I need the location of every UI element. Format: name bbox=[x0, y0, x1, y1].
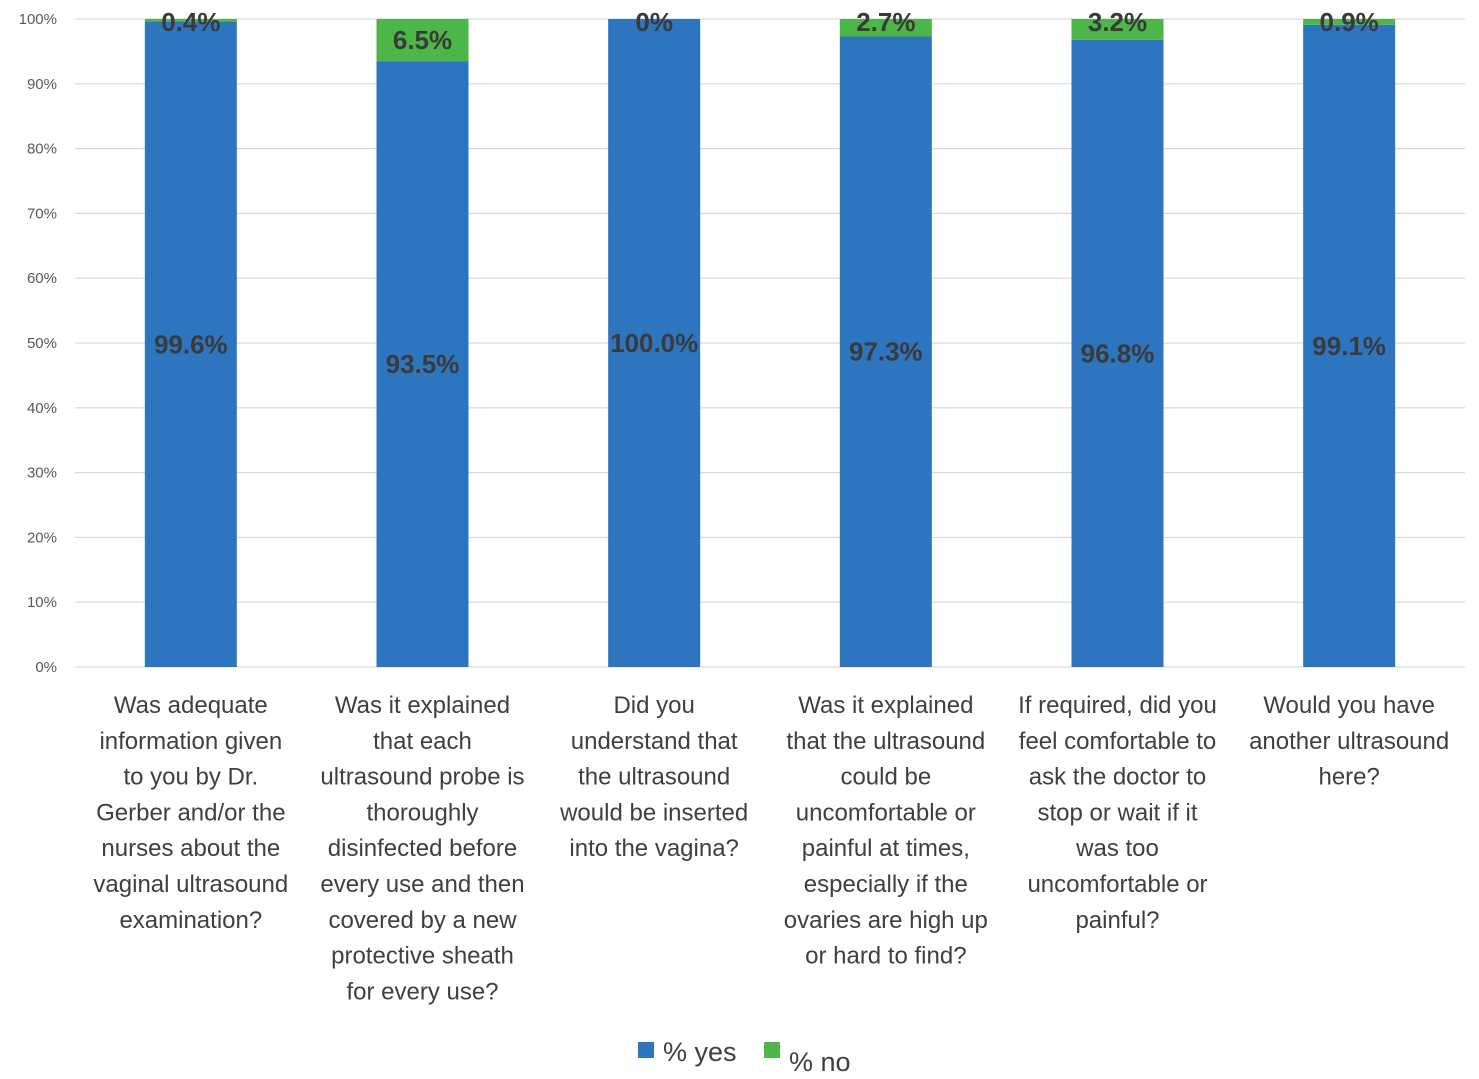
legend-label-yes: % yes bbox=[663, 1037, 737, 1067]
data-label-yes: 97.3% bbox=[849, 337, 923, 367]
category-label: Would you have another ultrasound here? bbox=[1249, 692, 1449, 791]
category-label: Was adequate information given to you by D… bbox=[93, 692, 288, 934]
category-label: If required, did you feel comfortable to a… bbox=[1018, 692, 1217, 934]
gridlines bbox=[75, 18, 1465, 668]
category-label-line: understand that bbox=[571, 728, 738, 755]
category-label-line: Was it explained bbox=[798, 692, 973, 719]
y-tick-label: 70% bbox=[27, 205, 57, 222]
category-label-line: vaginal ultrasound bbox=[93, 871, 288, 898]
bar-data-labels: 99.6% 0.4% 93.5% 6.5% 100.0% 0% 97.3% 2.7% 96.8%… bbox=[154, 7, 1386, 379]
data-label-yes: 99.6% bbox=[154, 329, 228, 359]
category-label-line: ovaries are high up bbox=[784, 907, 988, 934]
category-label-line: painful? bbox=[1075, 907, 1159, 934]
category-label-line: here? bbox=[1318, 764, 1379, 791]
category-label-line: another ultrasound bbox=[1249, 728, 1449, 755]
bar-no bbox=[1071, 19, 1164, 40]
y-tick-label: 20% bbox=[27, 529, 57, 546]
category-label-line: uncomfortable or bbox=[1027, 871, 1207, 898]
category-label-line: protective sheath bbox=[331, 943, 514, 970]
y-tick-label: 40% bbox=[27, 400, 57, 417]
data-label-no: 6.5% bbox=[393, 25, 452, 55]
y-tick-label: 60% bbox=[27, 270, 57, 287]
category-label-line: stop or wait if it bbox=[1037, 799, 1197, 826]
category-label-line: Was adequate bbox=[114, 692, 268, 719]
y-axis-ticks: 0% 10% 20% 30% 40% 50% 60% 70% 80% 90% 100% bbox=[19, 11, 57, 676]
category-label-line: would be inserted bbox=[559, 799, 748, 826]
category-label-line: feel comfortable to bbox=[1019, 728, 1216, 755]
data-label-no: 3.2% bbox=[1088, 7, 1147, 37]
category-label-line: could be bbox=[840, 764, 931, 791]
y-tick-label: 10% bbox=[27, 594, 57, 611]
category-label-line: was too bbox=[1075, 835, 1159, 862]
y-tick-label: 0% bbox=[35, 659, 57, 676]
category-label-line: nurses about the bbox=[101, 835, 280, 862]
y-tick-label: 100% bbox=[19, 11, 57, 28]
data-label-yes: 100.0% bbox=[610, 328, 698, 358]
bar-yes bbox=[839, 36, 932, 668]
category-label: Was it explained that the ultrasound could… bbox=[784, 692, 988, 970]
data-label-yes: 93.5% bbox=[386, 349, 460, 379]
category-label-line: Did you bbox=[613, 692, 694, 719]
category-label-line: into the vagina? bbox=[569, 835, 738, 862]
category-label-line: every use and then bbox=[320, 871, 524, 898]
category-label-line: If required, did you bbox=[1018, 692, 1217, 719]
bars bbox=[144, 19, 1396, 668]
category-label-line: uncomfortable or bbox=[796, 799, 976, 826]
category-label-line: or hard to find? bbox=[805, 943, 966, 970]
category-label-line: examination? bbox=[119, 907, 262, 934]
data-label-no: 2.7% bbox=[856, 7, 915, 37]
bar-yes bbox=[608, 19, 701, 667]
category-label-line: the ultrasound bbox=[578, 764, 730, 791]
bar-yes bbox=[376, 61, 469, 668]
legend: % yes % no bbox=[638, 1037, 851, 1077]
y-tick-label: 50% bbox=[27, 335, 57, 352]
category-label-line: Would you have bbox=[1263, 692, 1435, 719]
data-label-no: 0.4% bbox=[161, 7, 220, 37]
bar-no bbox=[1303, 19, 1396, 25]
category-label-line: disinfected before bbox=[328, 835, 517, 862]
category-label-line: ask the doctor to bbox=[1029, 764, 1206, 791]
bar-yes bbox=[144, 21, 237, 668]
category-label-line: ultrasound probe is bbox=[320, 764, 524, 791]
category-label-line: Gerber and/or the bbox=[96, 799, 285, 826]
y-tick-label: 90% bbox=[27, 76, 57, 93]
category-label-line: painful at times, bbox=[802, 835, 970, 862]
category-label: Did you understand that the ultrasound woul… bbox=[559, 692, 748, 862]
y-tick-label: 80% bbox=[27, 141, 57, 158]
bar-no bbox=[376, 19, 469, 62]
category-label-line: for every use? bbox=[346, 978, 498, 1005]
data-label-yes: 96.8% bbox=[1081, 338, 1155, 368]
category-label-line: to you by Dr. bbox=[123, 764, 258, 791]
legend-swatch-yes bbox=[638, 1042, 654, 1058]
category-label-line: covered by a new bbox=[328, 907, 517, 934]
data-label-yes: 99.1% bbox=[1312, 331, 1386, 361]
legend-swatch-no bbox=[764, 1042, 780, 1058]
x-axis-category-labels: Was adequate information given to you by D… bbox=[93, 692, 1449, 1005]
category-label-line: thoroughly bbox=[366, 799, 478, 826]
bar-no bbox=[839, 19, 932, 37]
category-label: Was it explained that each ultrasound prob… bbox=[320, 692, 524, 1005]
data-label-no: 0% bbox=[635, 7, 673, 37]
category-label-line: especially if the bbox=[804, 871, 968, 898]
legend-label-no: % no bbox=[789, 1047, 851, 1077]
category-label-line: information given bbox=[99, 728, 282, 755]
data-label-no: 0.9% bbox=[1320, 7, 1379, 37]
category-label-line: that the ultrasound bbox=[786, 728, 985, 755]
y-tick-label: 30% bbox=[27, 465, 57, 482]
category-label-line: that each bbox=[373, 728, 472, 755]
bar-no bbox=[144, 19, 237, 22]
category-label-line: Was it explained bbox=[335, 692, 510, 719]
bar-yes bbox=[1303, 24, 1396, 667]
bar-yes bbox=[1071, 39, 1164, 667]
